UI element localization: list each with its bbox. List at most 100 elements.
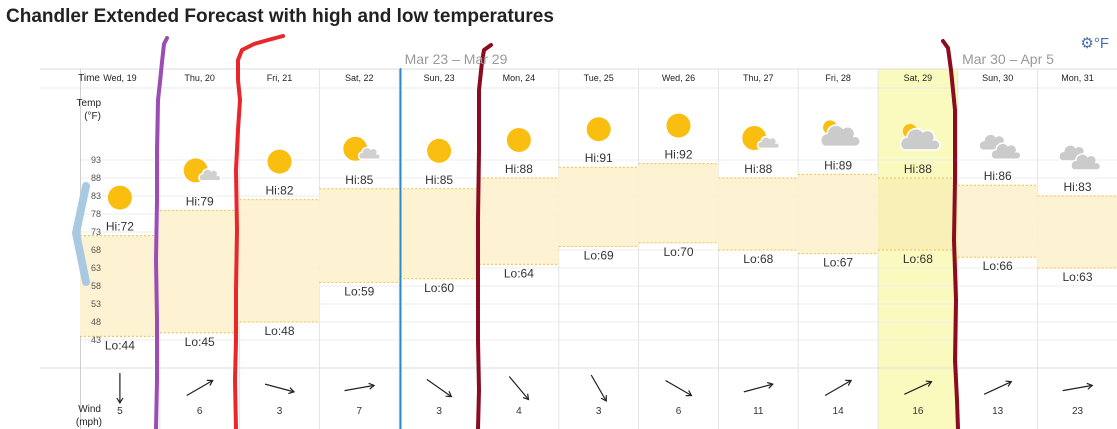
day-label: Mon, 24 <box>503 73 536 83</box>
wind-speed: 6 <box>197 406 203 417</box>
temp-band <box>638 163 719 243</box>
wind-shaft <box>344 384 375 392</box>
sun-icon <box>107 185 132 210</box>
high-label: Hi:92 <box>664 148 692 162</box>
temp-band <box>399 188 479 279</box>
low-label: Lo:64 <box>504 266 534 280</box>
day-label: Tue, 25 <box>584 73 614 83</box>
y-tick-label: 68 <box>91 245 101 255</box>
y-tick-label: 58 <box>91 281 101 291</box>
temp-band <box>159 210 240 333</box>
y-tick-label: 43 <box>91 335 101 345</box>
cloud-shape <box>1070 153 1102 171</box>
sun-icon <box>427 138 452 163</box>
temp-band <box>957 185 1038 258</box>
chevron-left-icon[interactable] <box>72 182 90 286</box>
temp-band <box>1037 196 1117 268</box>
day-label: Fri, 28 <box>825 73 851 83</box>
low-label: Lo:44 <box>105 338 135 352</box>
wind-speed: 3 <box>277 406 283 417</box>
wind-head <box>1086 382 1094 390</box>
y-tick-label: 88 <box>91 173 101 183</box>
wind-head <box>685 390 693 397</box>
wind-shaft <box>983 381 1012 395</box>
day-label: Thu, 20 <box>184 73 215 83</box>
wind-speed: 3 <box>436 406 442 417</box>
wind-speed: 4 <box>516 406 522 417</box>
cloud-shape <box>357 146 382 160</box>
wind-arrow-icon <box>426 378 453 398</box>
low-label: Lo:66 <box>983 259 1013 273</box>
high-label: Hi:72 <box>106 220 134 234</box>
wind-head <box>522 393 530 401</box>
week-label: Mar 23 – Mar 29 <box>405 51 508 67</box>
temp-band <box>479 178 559 265</box>
wind-arrow-icon <box>1062 382 1094 392</box>
day-label: Wed, 19 <box>103 73 136 83</box>
low-label: Lo:69 <box>584 248 614 262</box>
wind-shaft <box>824 379 852 397</box>
wind-head <box>445 391 453 398</box>
low-label: Lo:48 <box>264 324 294 338</box>
y-tick-label: 83 <box>91 191 101 201</box>
cloud-shape <box>819 124 861 148</box>
high-label: Hi:85 <box>425 173 453 187</box>
purple-annotation-line <box>154 36 169 429</box>
wind-arrow-icon <box>508 376 530 401</box>
day-label: Sat, 22 <box>345 73 374 83</box>
wind-speed: 23 <box>1072 406 1084 417</box>
wind-head <box>288 387 296 395</box>
wind-arrow-icon <box>590 374 607 403</box>
wind-head <box>1005 380 1013 387</box>
day-label: Sat, 29 <box>904 73 933 83</box>
units-label: °F <box>1093 35 1109 52</box>
wind-shaft <box>590 374 607 402</box>
wind-head <box>925 380 933 387</box>
y-tick-label: 78 <box>91 209 101 219</box>
y-tick-label: 63 <box>91 263 101 273</box>
cloud-shape <box>756 135 781 150</box>
low-label: Lo:45 <box>185 335 215 349</box>
sun-icon <box>666 113 691 138</box>
low-label: Lo:59 <box>344 284 374 298</box>
low-label: Lo:68 <box>743 252 773 266</box>
maroon-annotation-line <box>476 43 493 429</box>
units-toggle[interactable]: ⚙°F <box>1080 34 1109 52</box>
row-label-temp-unit: (°F) <box>84 111 101 122</box>
sun-icon <box>506 128 531 152</box>
high-label: Hi:82 <box>265 184 293 198</box>
high-label: Hi:88 <box>505 162 533 176</box>
row-label-wind: Wind <box>78 404 101 415</box>
high-label: Hi:83 <box>1063 180 1091 194</box>
temp-band <box>319 188 400 283</box>
low-label: Lo:70 <box>663 245 693 259</box>
high-label: Hi:86 <box>984 169 1012 183</box>
wind-arrow-icon <box>824 379 853 397</box>
red-annotation-line <box>233 34 285 429</box>
temp-band <box>878 178 958 250</box>
high-label: Hi:88 <box>904 162 932 176</box>
low-label: Lo:68 <box>903 252 933 266</box>
wind-arrow-icon <box>665 379 693 397</box>
day-label: Sun, 23 <box>424 73 455 83</box>
wind-speed: 6 <box>676 406 682 417</box>
low-label: Lo:67 <box>823 256 853 270</box>
temp-band <box>798 174 878 254</box>
wind-shaft <box>508 376 530 400</box>
y-tick-label: 93 <box>91 155 101 165</box>
wind-head <box>600 395 607 403</box>
day-label: Mon, 31 <box>1061 73 1094 83</box>
y-tick-label: 53 <box>91 299 101 309</box>
high-label: Hi:91 <box>585 151 613 165</box>
day-label: Sun, 30 <box>982 73 1013 83</box>
wind-head <box>845 379 853 386</box>
wind-arrow-icon <box>904 380 933 395</box>
day-label: Fri, 21 <box>267 73 293 83</box>
row-label-wind-unit: (mph) <box>76 417 102 428</box>
wind-shaft <box>743 383 773 393</box>
week-label: Mar 30 – Apr 5 <box>962 51 1054 67</box>
wind-arrow-icon <box>264 383 296 395</box>
temp-band <box>80 235 160 337</box>
temp-band <box>558 167 639 247</box>
